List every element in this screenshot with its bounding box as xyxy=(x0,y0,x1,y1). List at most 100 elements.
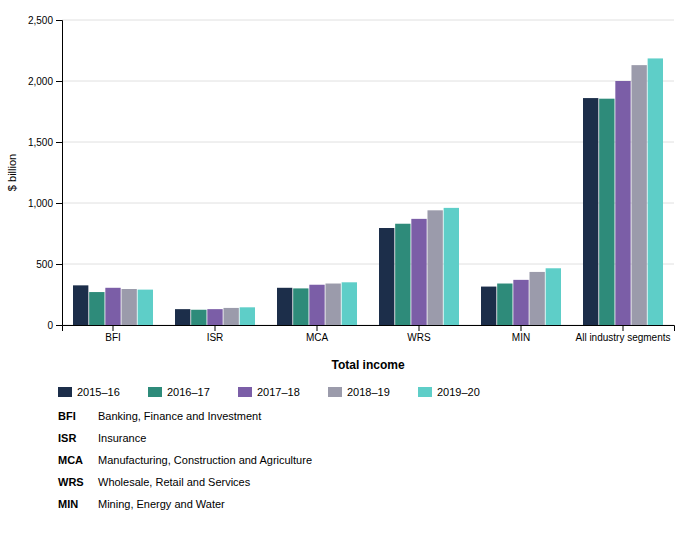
bar xyxy=(293,288,308,325)
bar xyxy=(497,284,512,325)
y-tick-mark xyxy=(56,142,62,143)
bar xyxy=(309,285,324,325)
bar xyxy=(325,284,340,325)
y-tick-mark xyxy=(56,20,62,21)
y-tick-label: 1,000 xyxy=(28,198,53,209)
x-tick-label: All industry segments xyxy=(575,332,670,343)
legend-swatch xyxy=(148,387,162,397)
grid-line xyxy=(62,81,674,82)
bar xyxy=(121,289,136,325)
y-tick: 500 xyxy=(36,259,62,270)
bar xyxy=(481,287,496,325)
bar xyxy=(599,99,614,325)
legend-swatch xyxy=(58,387,72,397)
x-tick-mark xyxy=(215,325,216,331)
bar xyxy=(207,309,222,325)
abbreviation: WRS xyxy=(58,476,84,488)
legend-item: 2016–17 xyxy=(148,386,210,398)
x-tick-label: MCA xyxy=(306,332,329,343)
plot: 0 500 1,000 1,500 2,000 2,500 BFI ISR MCA WRS MIN A… xyxy=(28,15,675,343)
x-axis: BFI ISR MCA WRS MIN All industry segments xyxy=(63,325,675,343)
y-tick-label: 0 xyxy=(47,320,53,331)
x-axis-title: Total income xyxy=(331,358,404,372)
bar xyxy=(277,288,292,325)
bar xyxy=(89,292,104,325)
abbreviation-text: Mining, Energy and Water xyxy=(98,498,225,510)
legend-swatch xyxy=(328,387,342,397)
y-tick: 0 xyxy=(47,320,62,331)
bar xyxy=(583,98,598,325)
bar xyxy=(240,307,255,325)
legend-item: 2017–18 xyxy=(238,386,300,398)
x-tick: BFI xyxy=(105,325,121,343)
bar xyxy=(191,310,206,325)
y-tick-label: 2,000 xyxy=(28,76,53,87)
grid-line xyxy=(62,203,674,204)
x-tick-label: MIN xyxy=(512,332,530,343)
x-tick-mark xyxy=(419,325,420,331)
y-tick-label: 2,500 xyxy=(28,15,53,26)
y-tick-mark xyxy=(56,81,62,82)
y-tick: 1,500 xyxy=(28,137,62,148)
y-tick: 1,000 xyxy=(28,198,62,209)
y-tick-label: 1,500 xyxy=(28,137,53,148)
bar xyxy=(342,282,357,325)
grid-line xyxy=(62,142,674,143)
x-tick: WRS xyxy=(407,325,431,343)
y-tick-mark xyxy=(56,264,62,265)
x-tick-mark xyxy=(521,325,522,331)
bar xyxy=(395,224,410,325)
bar xyxy=(73,285,88,325)
x-tick: MIN xyxy=(512,325,530,343)
x-tick: All industry segments xyxy=(575,325,670,343)
y-tick-label: 500 xyxy=(36,259,53,270)
bar-series xyxy=(73,98,598,325)
abbreviation-text: Insurance xyxy=(98,432,146,444)
legend-label: 2016–17 xyxy=(167,386,210,398)
x-tick-mark xyxy=(113,325,114,331)
y-tick-mark xyxy=(56,203,62,204)
legend-label: 2017–18 xyxy=(257,386,300,398)
bar xyxy=(223,308,238,325)
bar xyxy=(615,81,630,325)
y-tick-mark xyxy=(56,325,62,326)
x-tick-label: BFI xyxy=(105,332,121,343)
bar xyxy=(631,65,646,325)
legend-label: 2015–16 xyxy=(77,386,120,398)
y-axis: 0 500 1,000 1,500 2,000 2,500 xyxy=(28,15,63,331)
x-tick: ISR xyxy=(207,325,224,343)
legend-item: 2018–19 xyxy=(328,386,390,398)
bar-series xyxy=(105,81,630,325)
bar xyxy=(138,290,153,325)
legend-swatch xyxy=(418,387,432,397)
grid-line xyxy=(62,20,674,21)
bar xyxy=(427,210,442,325)
bar xyxy=(648,58,663,325)
grid-line xyxy=(62,264,674,265)
abbreviation: MCA xyxy=(58,454,83,466)
bar xyxy=(175,309,190,325)
bar-series xyxy=(89,99,614,325)
abbreviation: BFI xyxy=(58,410,76,422)
y-tick: 2,500 xyxy=(28,15,62,26)
x-tick-mark xyxy=(623,325,624,331)
abbreviation: ISR xyxy=(58,432,76,444)
legend-swatch xyxy=(238,387,252,397)
legend-label: 2019–20 xyxy=(437,386,480,398)
bar xyxy=(411,219,426,325)
y-axis-line xyxy=(56,21,63,326)
bar-series xyxy=(121,65,646,325)
chart: 0 500 1,000 1,500 2,000 2,500 BFI ISR MCA WRS MIN A… xyxy=(0,0,689,537)
legend: 2015–16 2016–17 2017–18 2018–19 2019–20 xyxy=(58,386,480,398)
abbreviation-text: Banking, Finance and Investment xyxy=(98,410,261,422)
bar xyxy=(513,280,528,325)
bar xyxy=(529,272,544,325)
x-tick: MCA xyxy=(306,325,329,343)
x-tick-label: WRS xyxy=(407,332,431,343)
grid xyxy=(62,20,674,325)
y-tick: 2,000 xyxy=(28,76,62,87)
bar xyxy=(379,228,394,325)
abbreviations: BFI Banking, Finance and Investment ISR Ins… xyxy=(58,410,312,510)
legend-item: 2015–16 xyxy=(58,386,120,398)
legend-item: 2019–20 xyxy=(418,386,480,398)
